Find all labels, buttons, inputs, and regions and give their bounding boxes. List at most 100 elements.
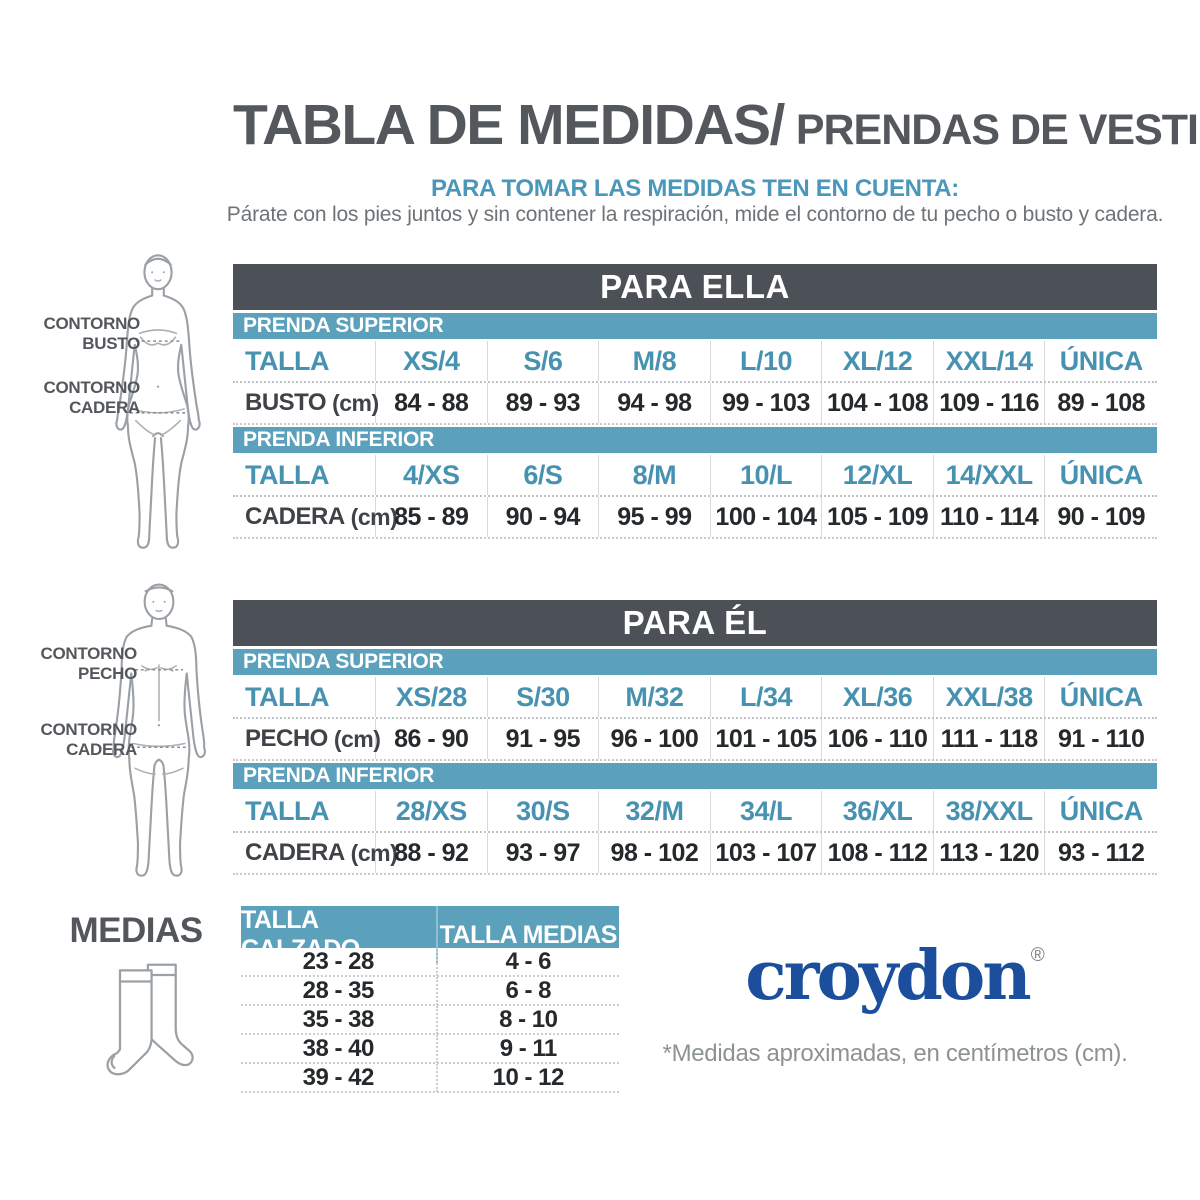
measure-row-label: CADERA (cm) bbox=[233, 497, 398, 537]
measure-row-label: PECHO (cm) bbox=[233, 719, 381, 759]
value-cell: 84 - 88 bbox=[376, 383, 488, 423]
measure-row: PECHO (cm) 86 - 90 91 - 95 96 - 100 101 … bbox=[233, 719, 1157, 761]
value-cell: 89 - 93 bbox=[488, 383, 600, 423]
size-cell: L/10 bbox=[711, 341, 823, 381]
table-row: 35 - 38 8 - 10 bbox=[241, 1006, 619, 1035]
value-cell: 91 - 95 bbox=[488, 719, 600, 759]
value-cell: 85 - 89 bbox=[376, 497, 488, 537]
size-cell: ÚNICA bbox=[1059, 459, 1143, 490]
value-cell: 93 - 97 bbox=[488, 833, 600, 873]
table-title-ella: PARA ELLA bbox=[233, 264, 1157, 310]
table-row: 28 - 35 6 - 8 bbox=[241, 977, 619, 1006]
measure-row-label: CADERA (cm) bbox=[233, 833, 398, 873]
value-cell: 86 - 90 bbox=[376, 719, 488, 759]
value-cell: 98 - 102 bbox=[599, 833, 711, 873]
value-cell: 100 - 104 bbox=[711, 497, 823, 537]
value-cell: 94 - 98 bbox=[599, 383, 711, 423]
calzado-cell: 38 - 40 bbox=[241, 1035, 438, 1063]
band-prenda-inferior-ella: PRENDA INFERIOR bbox=[233, 427, 1157, 453]
value-cell: 113 - 120 bbox=[934, 833, 1046, 873]
size-cell: 34/L bbox=[711, 791, 823, 831]
size-row-label: TALLA bbox=[233, 677, 376, 717]
measure-row: BUSTO (cm) 84 - 88 89 - 93 94 - 98 99 - … bbox=[233, 383, 1157, 425]
size-cell: M/32 bbox=[599, 677, 711, 717]
size-cell: 38/XXL bbox=[934, 791, 1046, 831]
size-cell: 6/S bbox=[488, 455, 600, 495]
medias-header-calzado: TALLA CALZADO bbox=[241, 906, 438, 964]
value-cell: 99 - 103 bbox=[711, 383, 823, 423]
measure-row: CADERA (cm) 85 - 89 90 - 94 95 - 99 100 … bbox=[233, 497, 1157, 539]
size-cell: XS/28 bbox=[376, 677, 488, 717]
value-cell: 105 - 109 bbox=[822, 497, 934, 537]
size-cell: 14/XXL bbox=[934, 455, 1046, 495]
size-row: TALLA 28/XS 30/S 32/M 34/L 36/XL 38/XXL … bbox=[233, 791, 1157, 833]
size-cell: M/8 bbox=[599, 341, 711, 381]
value-cell: 95 - 99 bbox=[599, 497, 711, 537]
female-figure-icon bbox=[115, 254, 201, 549]
band-prenda-superior-el: PRENDA SUPERIOR bbox=[233, 649, 1157, 675]
medias-section-title: MEDIAS bbox=[69, 911, 203, 950]
value-cell: 90 - 94 bbox=[488, 497, 600, 537]
table-row: 38 - 40 9 - 11 bbox=[241, 1035, 619, 1064]
size-cell: 4/XS bbox=[376, 455, 488, 495]
medias-cell: 6 - 8 bbox=[505, 977, 552, 1004]
label-contorno-pecho: CONTORNO PECHO bbox=[40, 644, 138, 683]
value-cell: 110 - 114 bbox=[934, 497, 1046, 537]
value-cell: 104 - 108 bbox=[822, 383, 934, 423]
table-para-el: PARA ÉL PRENDA SUPERIOR TALLA XS/28 S/30… bbox=[233, 600, 1157, 875]
size-cell: S/6 bbox=[488, 341, 600, 381]
medias-header-medias: TALLA MEDIAS bbox=[439, 920, 618, 949]
medias-cell: 8 - 10 bbox=[499, 1006, 558, 1033]
size-cell: 36/XL bbox=[822, 791, 934, 831]
socks-icon bbox=[106, 963, 194, 1076]
value-cell: 88 - 92 bbox=[376, 833, 488, 873]
table-medias: TALLA CALZADO TALLA MEDIAS 23 - 28 4 - 6… bbox=[241, 906, 619, 1093]
size-cell: XS/4 bbox=[376, 341, 488, 381]
size-cell: 32/M bbox=[599, 791, 711, 831]
value-cell: 108 - 112 bbox=[822, 833, 934, 873]
medias-cell: 9 - 11 bbox=[499, 1035, 558, 1062]
measure-row-label: BUSTO (cm) bbox=[233, 383, 379, 423]
size-cell: ÚNICA bbox=[1059, 681, 1143, 712]
size-row-label: TALLA bbox=[233, 791, 376, 831]
value-cell: 93 - 112 bbox=[1058, 838, 1145, 867]
value-cell: 96 - 100 bbox=[599, 719, 711, 759]
size-cell: 28/XS bbox=[376, 791, 488, 831]
size-cell: 10/L bbox=[711, 455, 823, 495]
size-cell: L/34 bbox=[711, 677, 823, 717]
calzado-cell: 28 - 35 bbox=[241, 977, 438, 1005]
size-cell: XXL/14 bbox=[934, 341, 1046, 381]
value-cell: 101 - 105 bbox=[711, 719, 823, 759]
page-title-main: TABLA DE MEDIDAS/ bbox=[233, 93, 785, 157]
band-prenda-superior-ella: PRENDA SUPERIOR bbox=[233, 313, 1157, 339]
medias-header-row: TALLA CALZADO TALLA MEDIAS bbox=[241, 906, 619, 964]
brand-logo: croydon ® bbox=[745, 936, 1045, 1016]
band-prenda-inferior-el: PRENDA INFERIOR bbox=[233, 763, 1157, 789]
instructions-heading: PARA TOMAR LAS MEDIDAS TEN EN CUENTA: bbox=[430, 175, 959, 202]
registered-trademark-icon: ® bbox=[1030, 945, 1045, 966]
instructions-text: Párate con los pies juntos y sin contene… bbox=[226, 203, 1164, 226]
label-contorno-busto: CONTORNO BUSTO bbox=[43, 314, 141, 353]
size-row: TALLA XS/4 S/6 M/8 L/10 XL/12 XXL/14 ÚNI… bbox=[233, 341, 1157, 383]
value-cell: 106 - 110 bbox=[822, 719, 934, 759]
page-title: TABLA DE MEDIDAS/PRENDAS DE VESTIR bbox=[233, 92, 1200, 158]
value-cell: 91 - 110 bbox=[1058, 724, 1145, 753]
value-cell: 111 - 118 bbox=[934, 719, 1046, 759]
size-row-label: TALLA bbox=[233, 341, 376, 381]
size-row-label: TALLA bbox=[233, 455, 376, 495]
value-cell: 103 - 107 bbox=[711, 833, 823, 873]
size-cell: XL/36 bbox=[822, 677, 934, 717]
medias-cell: 4 - 6 bbox=[505, 948, 552, 975]
table-para-ella: PARA ELLA PRENDA SUPERIOR TALLA XS/4 S/6… bbox=[233, 264, 1157, 539]
size-cell: ÚNICA bbox=[1059, 345, 1143, 376]
male-figure-icon bbox=[112, 583, 206, 877]
calzado-cell: 35 - 38 bbox=[241, 1006, 438, 1034]
size-row: TALLA XS/28 S/30 M/32 L/34 XL/36 XXL/38 … bbox=[233, 677, 1157, 719]
value-cell: 89 - 108 bbox=[1057, 388, 1146, 417]
page-title-sub: PRENDAS DE VESTIR bbox=[795, 106, 1200, 154]
size-cell: XL/12 bbox=[822, 341, 934, 381]
table-row: 39 - 42 10 - 12 bbox=[241, 1064, 619, 1093]
footnote: *Medidas aproximadas, en centímetros (cm… bbox=[662, 1040, 1128, 1067]
value-cell: 90 - 109 bbox=[1057, 502, 1146, 531]
